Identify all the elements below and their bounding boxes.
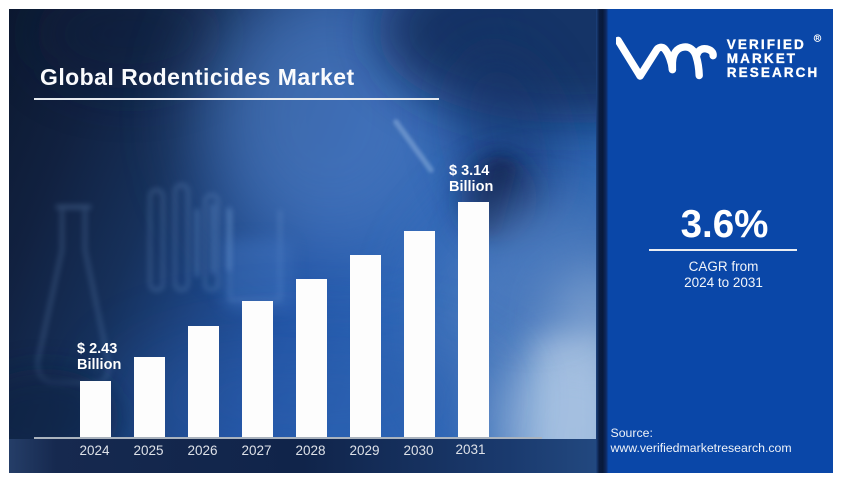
svg-text:MARKET: MARKET — [727, 51, 797, 66]
svg-text:R: R — [816, 36, 820, 42]
svg-text:VERIFIED: VERIFIED — [727, 37, 806, 52]
svg-text:RESEARCH: RESEARCH — [727, 65, 820, 80]
